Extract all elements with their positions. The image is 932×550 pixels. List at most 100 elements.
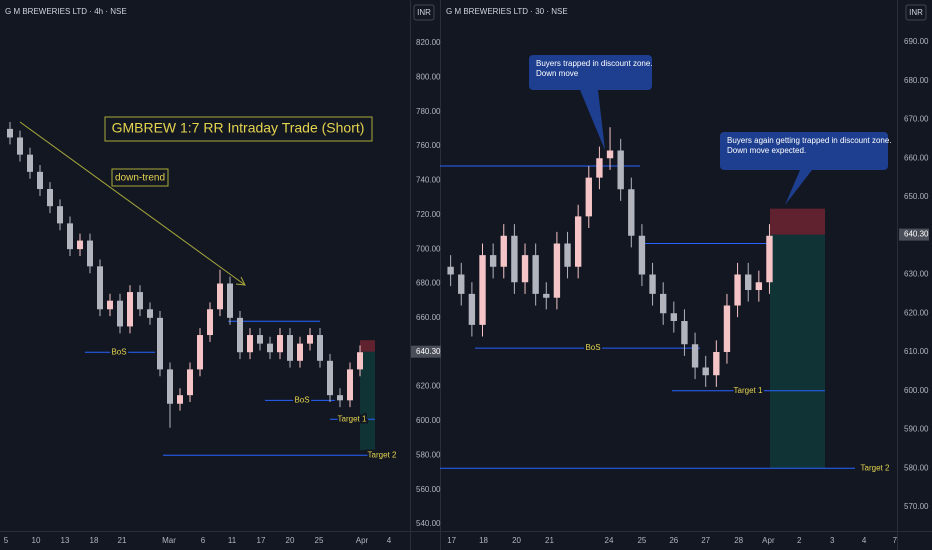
x-tick-label: 4 xyxy=(862,536,867,545)
candle-body xyxy=(574,216,582,267)
callout-pointer xyxy=(785,170,812,205)
candle-body xyxy=(257,335,263,344)
candle-body xyxy=(77,240,83,250)
y-tick-label: 760.00 xyxy=(416,141,441,150)
candle-body xyxy=(27,154,33,172)
y-tick-label: 680.00 xyxy=(904,76,929,85)
x-tick-label: 18 xyxy=(90,536,99,545)
y-tick-label: 610.00 xyxy=(904,347,929,356)
callout-pointer xyxy=(580,90,605,150)
y-tick-label: 820.00 xyxy=(416,38,441,47)
candle-body xyxy=(745,274,752,290)
candle-body xyxy=(147,309,153,318)
candle-body xyxy=(511,235,518,283)
x-tick-label: Mar xyxy=(162,536,176,545)
candle-body xyxy=(207,309,213,336)
y-tick-label: 590.00 xyxy=(904,425,929,434)
candle-body xyxy=(585,177,592,217)
x-tick-label: 27 xyxy=(701,536,710,545)
annotation-title: GMBREW 1:7 RR Intraday Trade (Short) xyxy=(112,120,365,136)
x-tick-label: 13 xyxy=(61,536,70,545)
chart-title: G M BREWERIES LTD · 30 · NSE xyxy=(446,7,568,16)
x-tick-label: 11 xyxy=(228,536,237,545)
candle-body xyxy=(553,243,561,298)
candle-body xyxy=(137,292,143,310)
y-tick-label: 660.00 xyxy=(904,153,929,162)
target-zone xyxy=(360,351,375,451)
currency-label: INR xyxy=(417,8,431,17)
x-tick-label: 25 xyxy=(315,536,324,545)
candle-body xyxy=(57,206,63,224)
y-tick-label: 600.00 xyxy=(416,416,441,425)
x-tick-label: 17 xyxy=(257,536,266,545)
callout-text: Buyers again getting trapped in discount… xyxy=(727,136,892,145)
x-tick-label: 28 xyxy=(734,536,743,545)
y-tick-label: 570.00 xyxy=(904,502,929,511)
candle-body xyxy=(521,255,529,283)
y-tick-label: 700.00 xyxy=(416,244,441,253)
candle-body xyxy=(447,266,454,275)
candle-body xyxy=(543,293,550,298)
candle-body xyxy=(659,293,667,314)
candle-body xyxy=(489,255,497,267)
x-tick-label: 3 xyxy=(830,536,835,545)
price-tag xyxy=(411,345,441,358)
stop-zone xyxy=(770,208,825,235)
y-tick-label: 690.00 xyxy=(904,37,929,46)
candle-body xyxy=(97,266,103,310)
level-label: Target 2 xyxy=(861,463,890,472)
candle-body xyxy=(267,343,273,353)
y-tick-label: 580.00 xyxy=(416,450,441,459)
level-label: BoS xyxy=(585,343,600,352)
candle-body xyxy=(766,235,773,283)
candle-body xyxy=(127,292,133,327)
level-label: BoS xyxy=(111,347,126,356)
candle-body xyxy=(617,150,624,190)
x-tick-label: 24 xyxy=(605,536,614,545)
callout-box xyxy=(720,132,888,170)
level-label: BoS xyxy=(294,395,309,404)
x-tick-label: Apr xyxy=(762,536,775,545)
y-tick-label: 670.00 xyxy=(904,115,929,124)
x-tick-label: Apr xyxy=(356,536,369,545)
chart-title: G M BREWERIES LTD · 4h · NSE xyxy=(5,7,127,16)
x-tick-label: 18 xyxy=(479,536,488,545)
level-label: Target 1 xyxy=(734,386,763,395)
candle-body xyxy=(87,240,93,267)
candle-body xyxy=(287,335,293,361)
candle-body xyxy=(247,335,253,353)
y-tick-label: 580.00 xyxy=(904,463,929,472)
y-tick-label: 540.00 xyxy=(416,519,441,528)
candle-body xyxy=(277,335,283,353)
x-tick-label: 20 xyxy=(512,536,521,545)
callout-text: Buyers trapped in discount zone. xyxy=(536,59,653,68)
candle-body xyxy=(187,369,193,396)
candle-body xyxy=(458,274,465,294)
candle-body xyxy=(670,313,678,321)
candle-body xyxy=(167,369,173,404)
candle-body xyxy=(357,352,363,370)
stop-zone xyxy=(360,340,375,352)
candle-body xyxy=(157,317,163,370)
callout-box xyxy=(529,55,652,90)
candle-body xyxy=(564,243,571,267)
x-tick-label: 5 xyxy=(4,536,9,545)
x-tick-label: 21 xyxy=(545,536,554,545)
candle-body xyxy=(337,395,343,401)
candle-body xyxy=(177,395,183,404)
y-tick-label: 720.00 xyxy=(416,210,441,219)
y-tick-label: 650.00 xyxy=(904,192,929,201)
x-tick-label: 26 xyxy=(669,536,678,545)
y-tick-label: 560.00 xyxy=(416,485,441,494)
y-tick-label: 780.00 xyxy=(416,107,441,116)
callout-text: Down move xyxy=(536,69,579,78)
y-tick-label: 800.00 xyxy=(416,72,441,81)
y-tick-label: 600.00 xyxy=(904,386,929,395)
x-tick-label: 21 xyxy=(118,536,127,545)
candle-body xyxy=(649,274,656,294)
candle-body xyxy=(596,158,603,178)
candle-body xyxy=(347,369,353,401)
candle-body xyxy=(681,321,688,345)
candle-body xyxy=(755,282,763,290)
